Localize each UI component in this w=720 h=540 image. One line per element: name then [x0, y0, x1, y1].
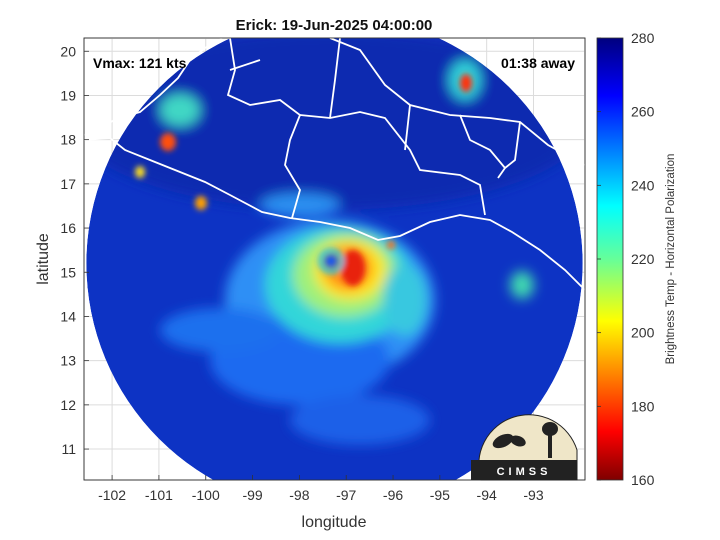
state-border-7 — [229, 59, 261, 71]
y-tick-label: 18 — [60, 132, 76, 148]
y-tick-label: 16 — [60, 220, 76, 236]
logo-dish-2 — [510, 435, 526, 447]
colorbar-ticks: 160 180 200 220 240 260 280 — [597, 30, 655, 488]
x-tick-label: -99 — [242, 487, 262, 503]
x-tick-label: -100 — [192, 487, 220, 503]
hot-cells — [135, 74, 472, 286]
y-axis-ticks: 11 12 13 14 15 16 17 18 19 20 — [60, 43, 89, 457]
x-axis-ticks: -102 -101 -100 -99 -98 -97 -96 -95 -94 -93 — [98, 475, 544, 503]
convection-nw-1 — [160, 94, 200, 126]
x-tick-label: -93 — [523, 487, 543, 503]
colorbar-tick-label: 280 — [631, 30, 655, 46]
gulf-coastline — [84, 38, 223, 136]
state-border-5 — [497, 121, 521, 179]
band-east — [383, 264, 427, 336]
x-tick-label: -102 — [98, 487, 126, 503]
logo-tank — [542, 422, 558, 436]
colorbar-tick-label: 260 — [631, 104, 655, 120]
band-se-tail — [290, 395, 430, 445]
y-tick-label: 15 — [60, 264, 76, 280]
pacific-coastline — [84, 137, 585, 291]
colorbar: 160 180 200 220 240 260 280 Brightness Temp - … — [596, 30, 677, 488]
colorbar-gradient — [596, 37, 624, 481]
logo-dish-1 — [492, 433, 514, 449]
state-border-3 — [404, 104, 411, 151]
colorbar-label: Brightness Temp - Horizontal Polarizatio… — [665, 154, 677, 365]
state-border-2 — [299, 111, 486, 216]
eyewall-red — [341, 250, 365, 286]
x-tick-label: -94 — [477, 487, 497, 503]
x-tick-label: -95 — [430, 487, 450, 503]
cloud-features — [86, 38, 583, 445]
state-border-6 — [329, 38, 341, 119]
y-tick-label: 13 — [60, 353, 76, 369]
y-tick-label: 20 — [60, 43, 76, 59]
cell-coast — [387, 241, 395, 249]
time-offset-annotation: 01:38 away — [501, 55, 575, 71]
cimss-logo: CIMSS — [471, 414, 578, 481]
y-tick-label: 19 — [60, 87, 76, 103]
cell-far-w — [135, 166, 145, 178]
y-tick-label: 14 — [60, 308, 76, 324]
convection-east — [510, 271, 534, 299]
logo-banner — [471, 460, 577, 480]
y-tick-label: 12 — [60, 397, 76, 413]
logo-text: CIMSS — [497, 466, 552, 478]
chart-title: Erick: 19-Jun-2025 04:00:00 — [236, 17, 433, 34]
colorbar-tick-label: 220 — [631, 251, 655, 267]
plot-frame — [83, 37, 586, 481]
eye — [324, 254, 338, 268]
state-border-4 — [459, 114, 506, 169]
caribbean-coastline — [329, 38, 585, 166]
x-tick-label: -101 — [145, 487, 173, 503]
colorbar-tick-label: 180 — [631, 398, 655, 414]
vmax-annotation: Vmax: 121 kts — [93, 55, 187, 71]
cell-nw — [160, 133, 176, 151]
logo-tower — [548, 432, 552, 458]
cell-ne — [460, 74, 472, 92]
x-tick-label: -98 — [289, 487, 309, 503]
colorbar-tick-label: 160 — [631, 472, 655, 488]
x-axis-label: longitude — [302, 514, 367, 531]
colorbar-tick-label: 200 — [631, 325, 655, 341]
brightness-temp-swath — [86, 38, 583, 480]
cell-w — [195, 196, 207, 210]
y-tick-label: 11 — [61, 441, 76, 457]
y-axis-label: latitude — [35, 233, 52, 285]
colorbar-tick-label: 240 — [631, 177, 655, 193]
x-tick-label: -96 — [383, 487, 403, 503]
state-border-1 — [226, 38, 302, 219]
band-sw — [160, 308, 280, 352]
eye-ring — [318, 248, 344, 274]
x-tick-label: -97 — [336, 487, 356, 503]
convection-n — [260, 193, 340, 217]
y-tick-label: 17 — [60, 176, 76, 192]
coastlines-borders — [84, 38, 585, 291]
